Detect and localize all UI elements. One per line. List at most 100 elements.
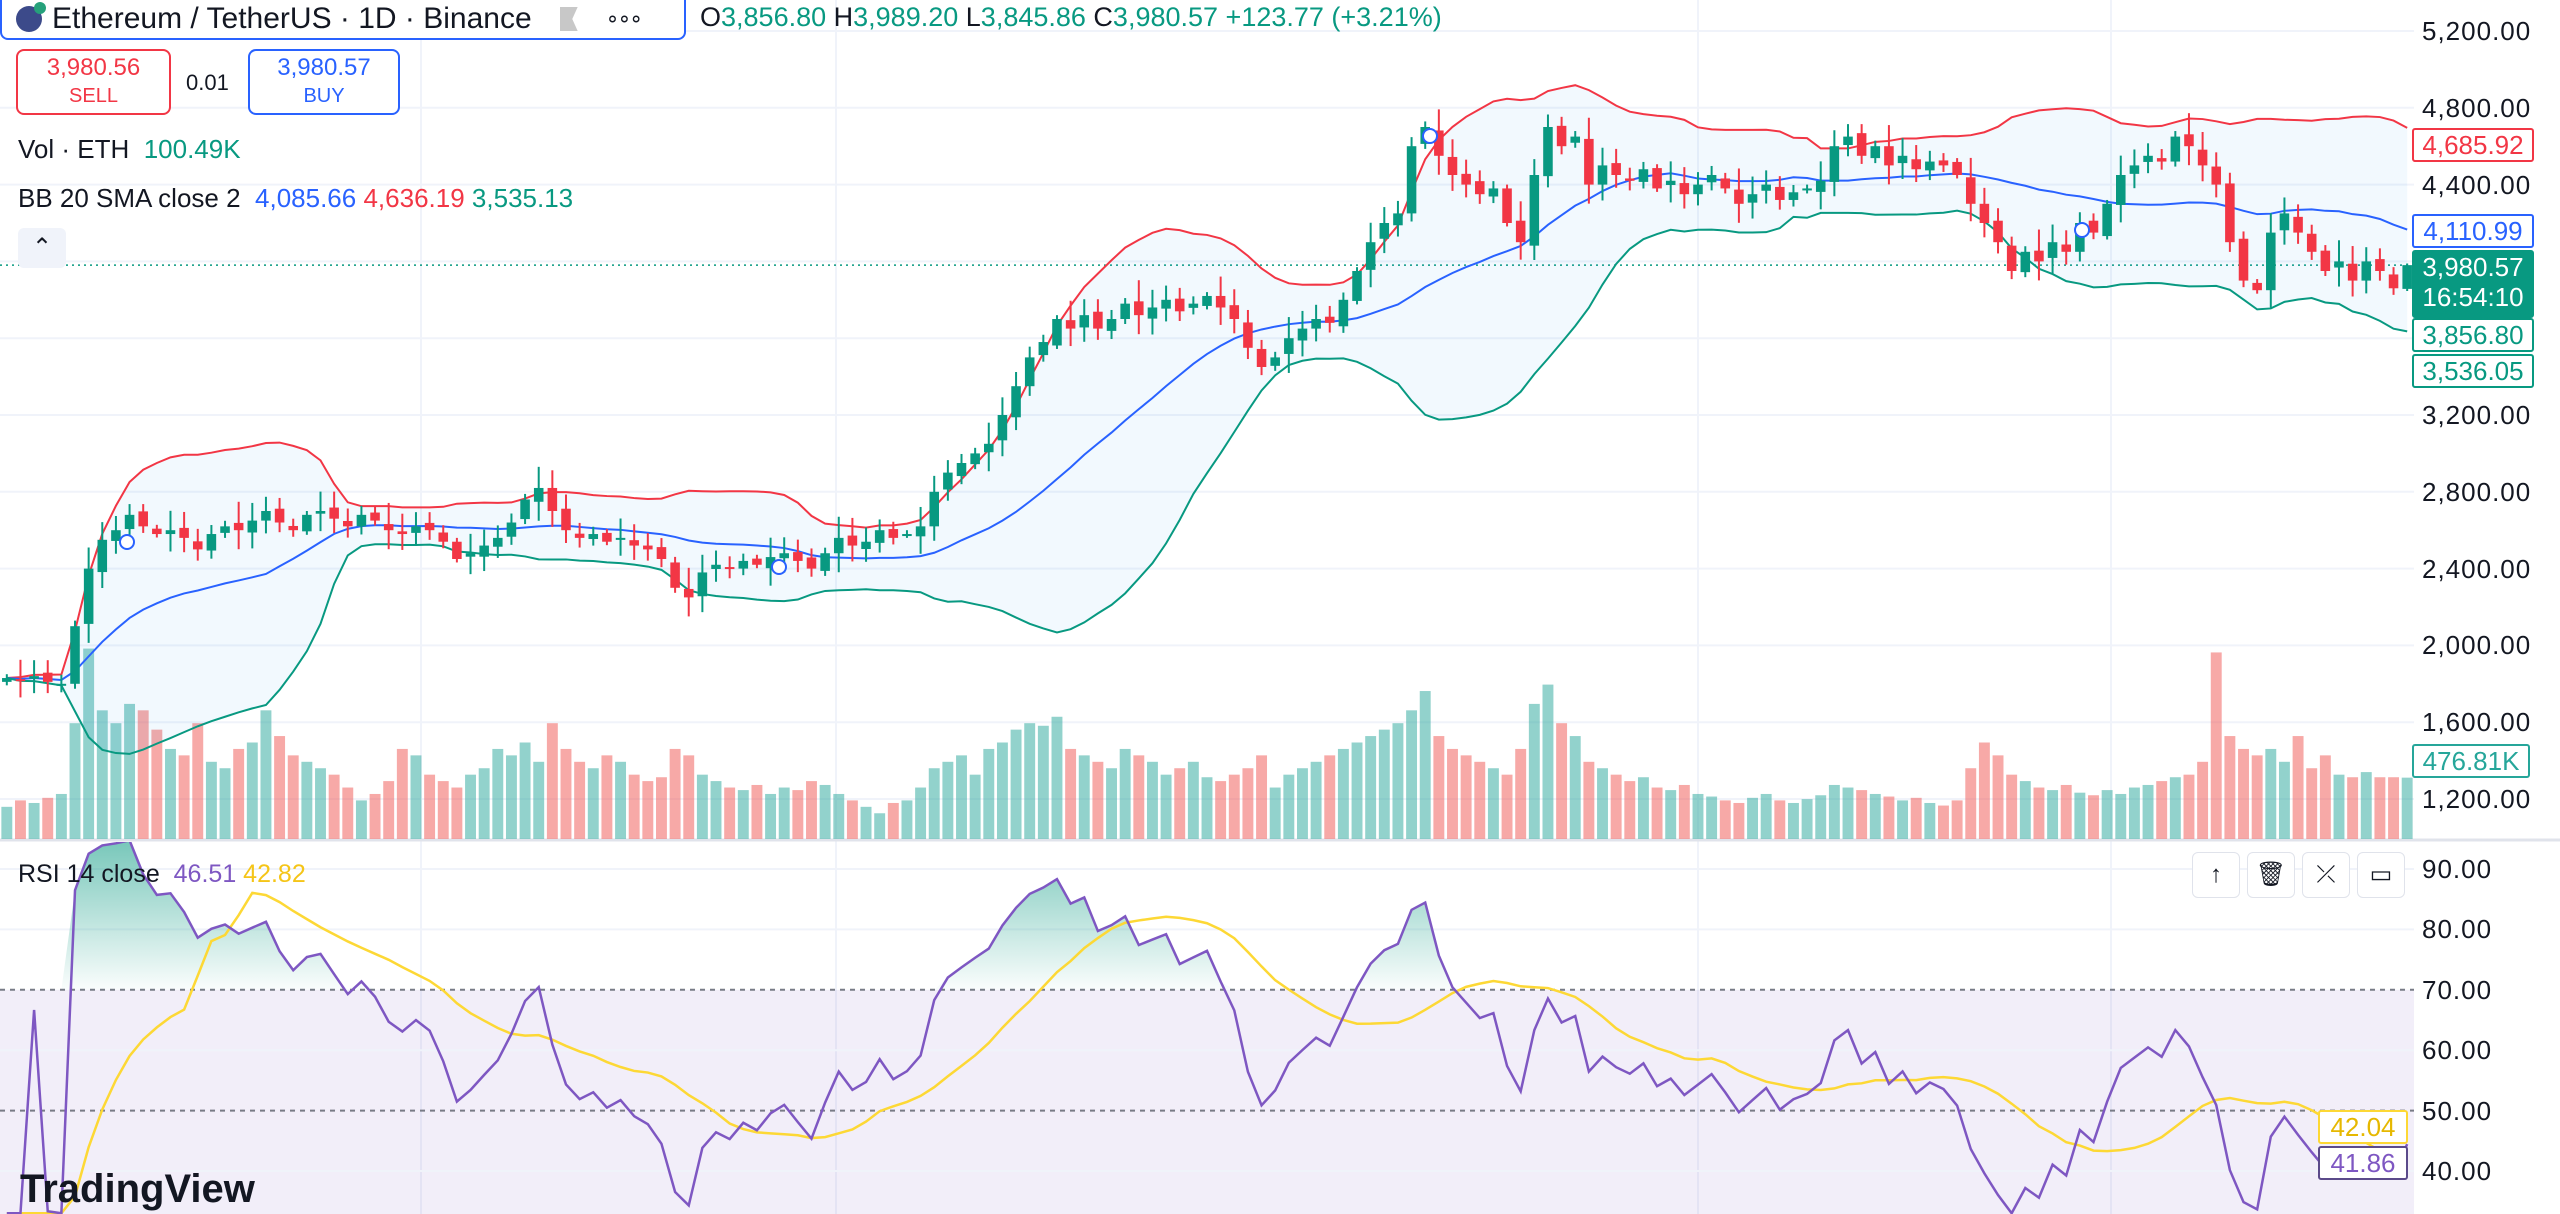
rsi-overbought-fill <box>6 842 2408 990</box>
maximize-pane-button[interactable]: ▭ <box>2357 852 2405 898</box>
rsi-tick: 60.00 <box>2422 1035 2493 1066</box>
candle-body <box>1570 136 1581 143</box>
candle-body <box>288 525 298 531</box>
volume-bar <box>2169 777 2181 839</box>
move-up-button[interactable]: ↑ <box>2192 852 2240 898</box>
volume-bar <box>751 784 763 839</box>
candle-body <box>1625 178 1635 181</box>
flag-icon[interactable] <box>559 7 578 31</box>
volume-bar <box>1528 703 1540 839</box>
volume-bar <box>1897 800 1909 839</box>
candle-body <box>1965 177 1976 204</box>
candle-body <box>2252 282 2262 291</box>
volume-bar <box>533 761 545 839</box>
candle-body <box>2347 263 2358 281</box>
last-price-tag: 3,980.57 16:54:10 <box>2412 250 2534 318</box>
volume-bar <box>819 784 831 839</box>
volume-bar <box>1747 797 1758 839</box>
more-icon[interactable]: ∘∘∘ <box>605 6 643 31</box>
candle-body <box>670 562 680 588</box>
candle-body <box>793 552 803 561</box>
volume-bar <box>887 802 899 839</box>
countdown: 16:54:10 <box>2422 282 2524 312</box>
candle-body <box>220 526 230 533</box>
candle-body <box>2320 250 2331 271</box>
volume-bar <box>1815 795 1827 839</box>
volume-bar <box>1051 716 1063 839</box>
volume-bar <box>2401 777 2413 839</box>
candle-body <box>506 522 517 537</box>
candle-body <box>1284 338 1294 354</box>
volume-bar <box>1215 781 1227 839</box>
candle-body <box>1515 220 1526 243</box>
volume-bar <box>96 710 108 839</box>
delete-pane-button[interactable]: 🗑 <box>2247 852 2295 898</box>
candle-body <box>1461 173 1471 185</box>
candle-body <box>874 530 885 543</box>
volume-bar <box>1692 793 1704 839</box>
volume-bar <box>328 774 340 839</box>
candle-body <box>124 514 135 530</box>
candle-body <box>493 537 503 547</box>
volume-bar <box>860 806 872 839</box>
sell-button[interactable]: 3,980.56 SELL <box>16 49 171 115</box>
volume-bar <box>1965 768 1977 839</box>
candle-body <box>15 679 26 682</box>
volume-bar <box>1774 800 1786 839</box>
volume-bar <box>737 790 749 839</box>
candle-body <box>2020 251 2031 273</box>
candle-body <box>820 553 830 571</box>
volume-bar <box>1828 784 1840 839</box>
volume-bar <box>1992 755 2004 839</box>
volume-bar <box>1542 684 1554 839</box>
collapse-legend-button[interactable]: ⌃ <box>18 228 66 268</box>
volume-bar <box>1624 781 1636 839</box>
candle-body <box>2102 203 2112 237</box>
volume-bar <box>1256 755 1268 839</box>
candle-body <box>2129 165 2140 174</box>
buy-button[interactable]: 3,980.57 BUY <box>248 49 400 115</box>
candle-body <box>452 541 462 559</box>
volume-bar <box>942 761 954 839</box>
volume-bar <box>165 748 176 839</box>
ohlc-open: 3,856.80 <box>721 2 827 32</box>
rsi-legend[interactable]: RSI 14 close 46.51 42.82 <box>18 860 306 888</box>
volume-bar <box>1106 768 1117 839</box>
rsi-band <box>0 989 2414 1214</box>
candle-body <box>1584 138 1594 185</box>
candle-body <box>233 522 244 531</box>
candle-body <box>179 527 189 538</box>
volume-bar <box>710 781 722 839</box>
candle-body <box>602 532 612 542</box>
candle-body <box>1597 165 1608 185</box>
candle-body <box>1652 168 1662 189</box>
symbol-selector[interactable]: Ethereum / TetherUS · 1D · Binance ∘∘∘ <box>0 0 686 40</box>
candle-body <box>83 568 94 624</box>
volume-legend[interactable]: Vol · ETH 100.49K <box>18 134 241 164</box>
volume-bar <box>1392 723 1404 839</box>
price-tick: 1,600.00 <box>2422 707 2532 738</box>
volume-bar <box>1938 805 1949 839</box>
price-tick: 1,200.00 <box>2422 784 2532 814</box>
candle-body <box>1802 188 1812 191</box>
collapse-pane-button[interactable]: ⤫ <box>2302 852 2350 898</box>
candle-body <box>397 531 408 535</box>
candle-body <box>2211 166 2222 185</box>
bb-basis-line <box>6 172 2408 681</box>
candle-body <box>1161 299 1171 309</box>
price-tick: 2,400.00 <box>2422 553 2532 584</box>
bb-legend[interactable]: BB 20 SMA close 2 4,085.66 4,636.19 3,53… <box>18 183 574 213</box>
volume-bar <box>1474 761 1486 839</box>
volume-bar <box>519 742 531 839</box>
volume-bar <box>342 787 354 839</box>
volume-bar <box>1119 748 1131 839</box>
candle-body <box>1665 180 1676 185</box>
candle-body <box>2306 233 2317 252</box>
candle-body <box>1543 127 1553 177</box>
volume-bar <box>2333 774 2345 839</box>
candle-body <box>1679 183 1690 195</box>
candle-body <box>1174 298 1185 312</box>
candle-body <box>656 547 667 559</box>
volume-bar <box>260 710 272 839</box>
